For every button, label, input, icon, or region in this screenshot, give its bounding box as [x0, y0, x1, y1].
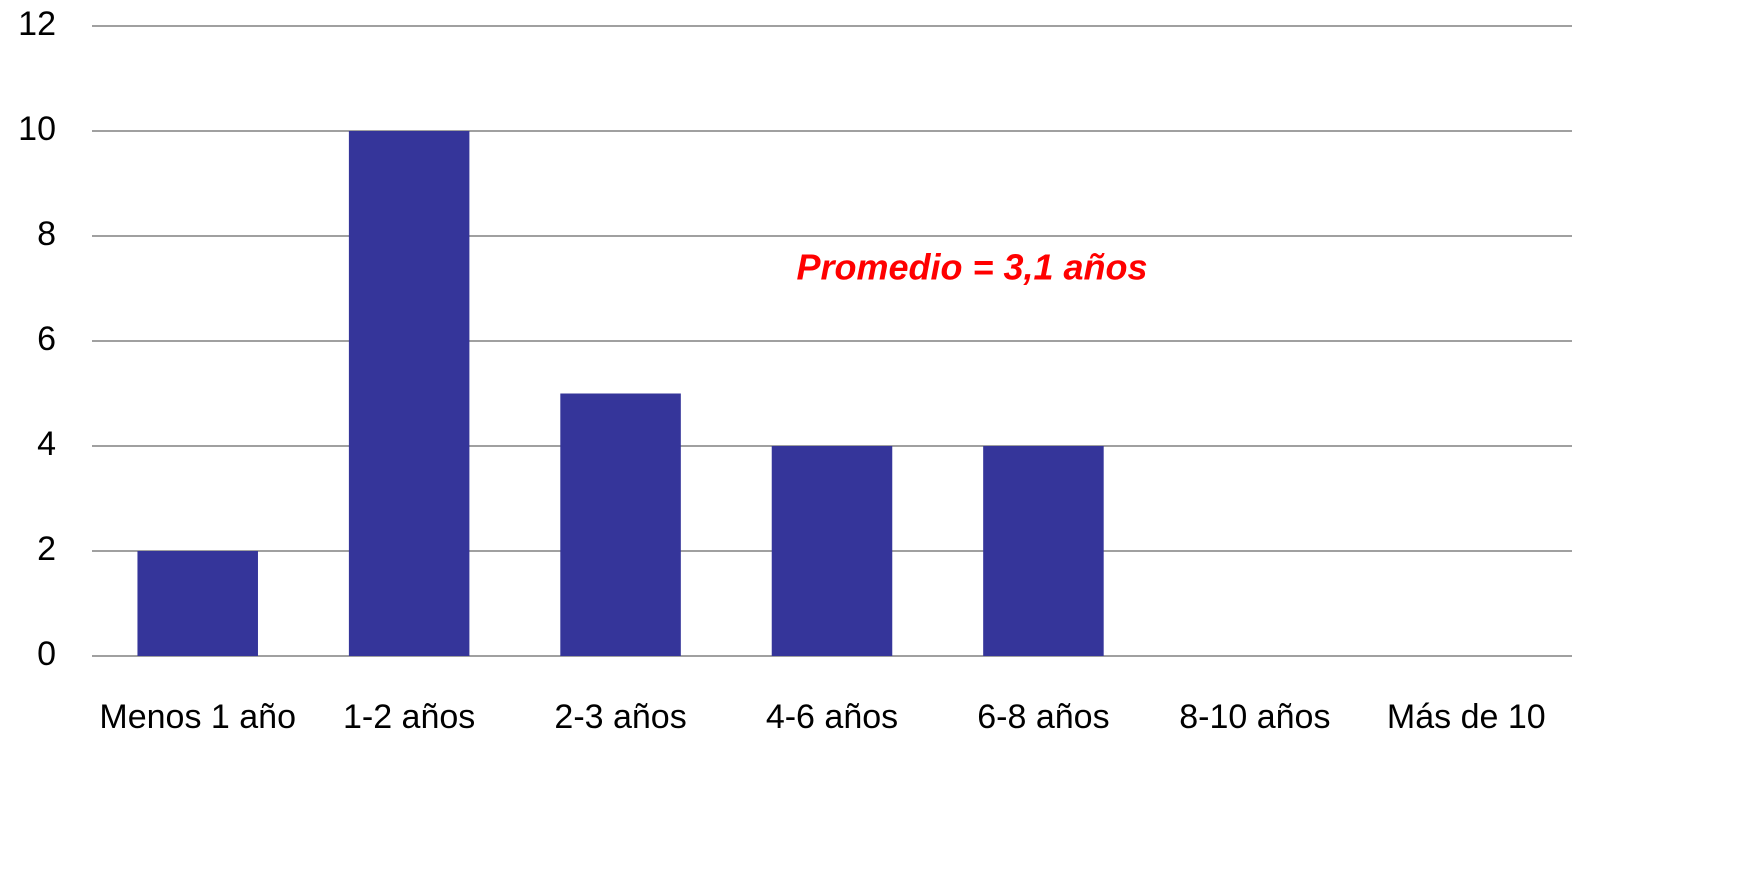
y-tick-label: 0: [37, 635, 56, 673]
x-tick-label: 1-2 años: [343, 698, 475, 736]
x-tick-label: 8-10 años: [1179, 698, 1330, 736]
bar: [983, 446, 1104, 656]
x-tick-label: 2-3 años: [554, 698, 686, 736]
x-tick-label: 6-8 años: [977, 698, 1109, 736]
annotation: Promedio = 3,1 años: [796, 247, 1147, 288]
bar: [348, 131, 470, 656]
x-tick-label: Más de 10: [1387, 698, 1546, 736]
bar: [771, 446, 893, 656]
y-tick-label: 4: [37, 425, 56, 463]
y-tick-label: 10: [18, 110, 56, 148]
x-tick-label: Menos 1 año: [99, 698, 296, 736]
x-tick-label: 4-6 años: [766, 698, 898, 736]
y-tick-label: 2: [37, 530, 56, 568]
bar: [137, 551, 258, 656]
y-tick-label: 12: [18, 5, 56, 43]
y-tick-label: 6: [37, 320, 56, 358]
bar: [560, 393, 681, 656]
y-tick-label: 8: [37, 215, 56, 253]
